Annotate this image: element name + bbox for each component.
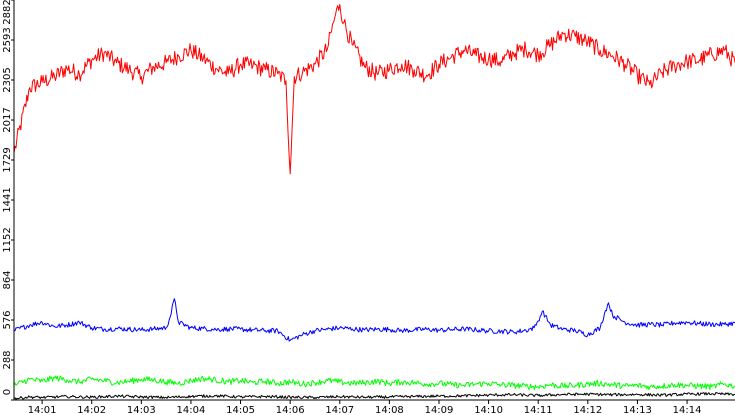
y-tick-label: 576	[2, 310, 13, 329]
x-tick-label: 14:10	[474, 405, 503, 415]
x-tick-label: 14:02	[77, 405, 106, 415]
x-tick-labels: 14:01 14:02 14:03 14:04 14:05 14:06 14:07 14:08…	[28, 400, 702, 415]
series-line-1	[13, 298, 735, 342]
series-line-3	[13, 392, 735, 401]
x-tick-label: 14:09	[425, 405, 454, 415]
y-tick-labels: 0 288 576 864 1152 1441 1729 2017 2305 2593 2882	[2, 0, 14, 401]
x-tick-label: 14:05	[226, 405, 255, 415]
y-tick-label: 1729	[2, 147, 13, 172]
x-tick-label: 14:01	[28, 405, 57, 415]
x-tick-label: 14:14	[673, 405, 702, 415]
y-tick-label: 2593	[2, 27, 13, 52]
x-tick-label: 14:13	[623, 405, 652, 415]
x-tick-label: 14:07	[325, 405, 354, 415]
y-tick-label: 2882	[2, 0, 13, 25]
x-tick-label: 14:08	[375, 405, 404, 415]
x-tick-label: 14:06	[276, 405, 305, 415]
x-tick-label: 14:12	[573, 405, 602, 415]
y-tick-label: 2305	[2, 67, 13, 92]
series-layer	[13, 3, 735, 401]
x-tick-label: 14:04	[177, 405, 206, 415]
series-line-0	[13, 3, 735, 175]
series-line-2	[13, 375, 735, 391]
y-tick-label: 1152	[2, 227, 13, 252]
y-tick-label: 2017	[2, 107, 13, 132]
axis-layer	[13, 0, 735, 401]
x-tick-label: 14:11	[524, 405, 553, 415]
y-tick-label: 288	[2, 350, 13, 369]
x-tick-label: 14:03	[127, 405, 156, 415]
y-tick-label: 1441	[2, 187, 13, 212]
y-tick-label: 0	[2, 389, 13, 395]
y-tick-label: 864	[2, 270, 13, 289]
